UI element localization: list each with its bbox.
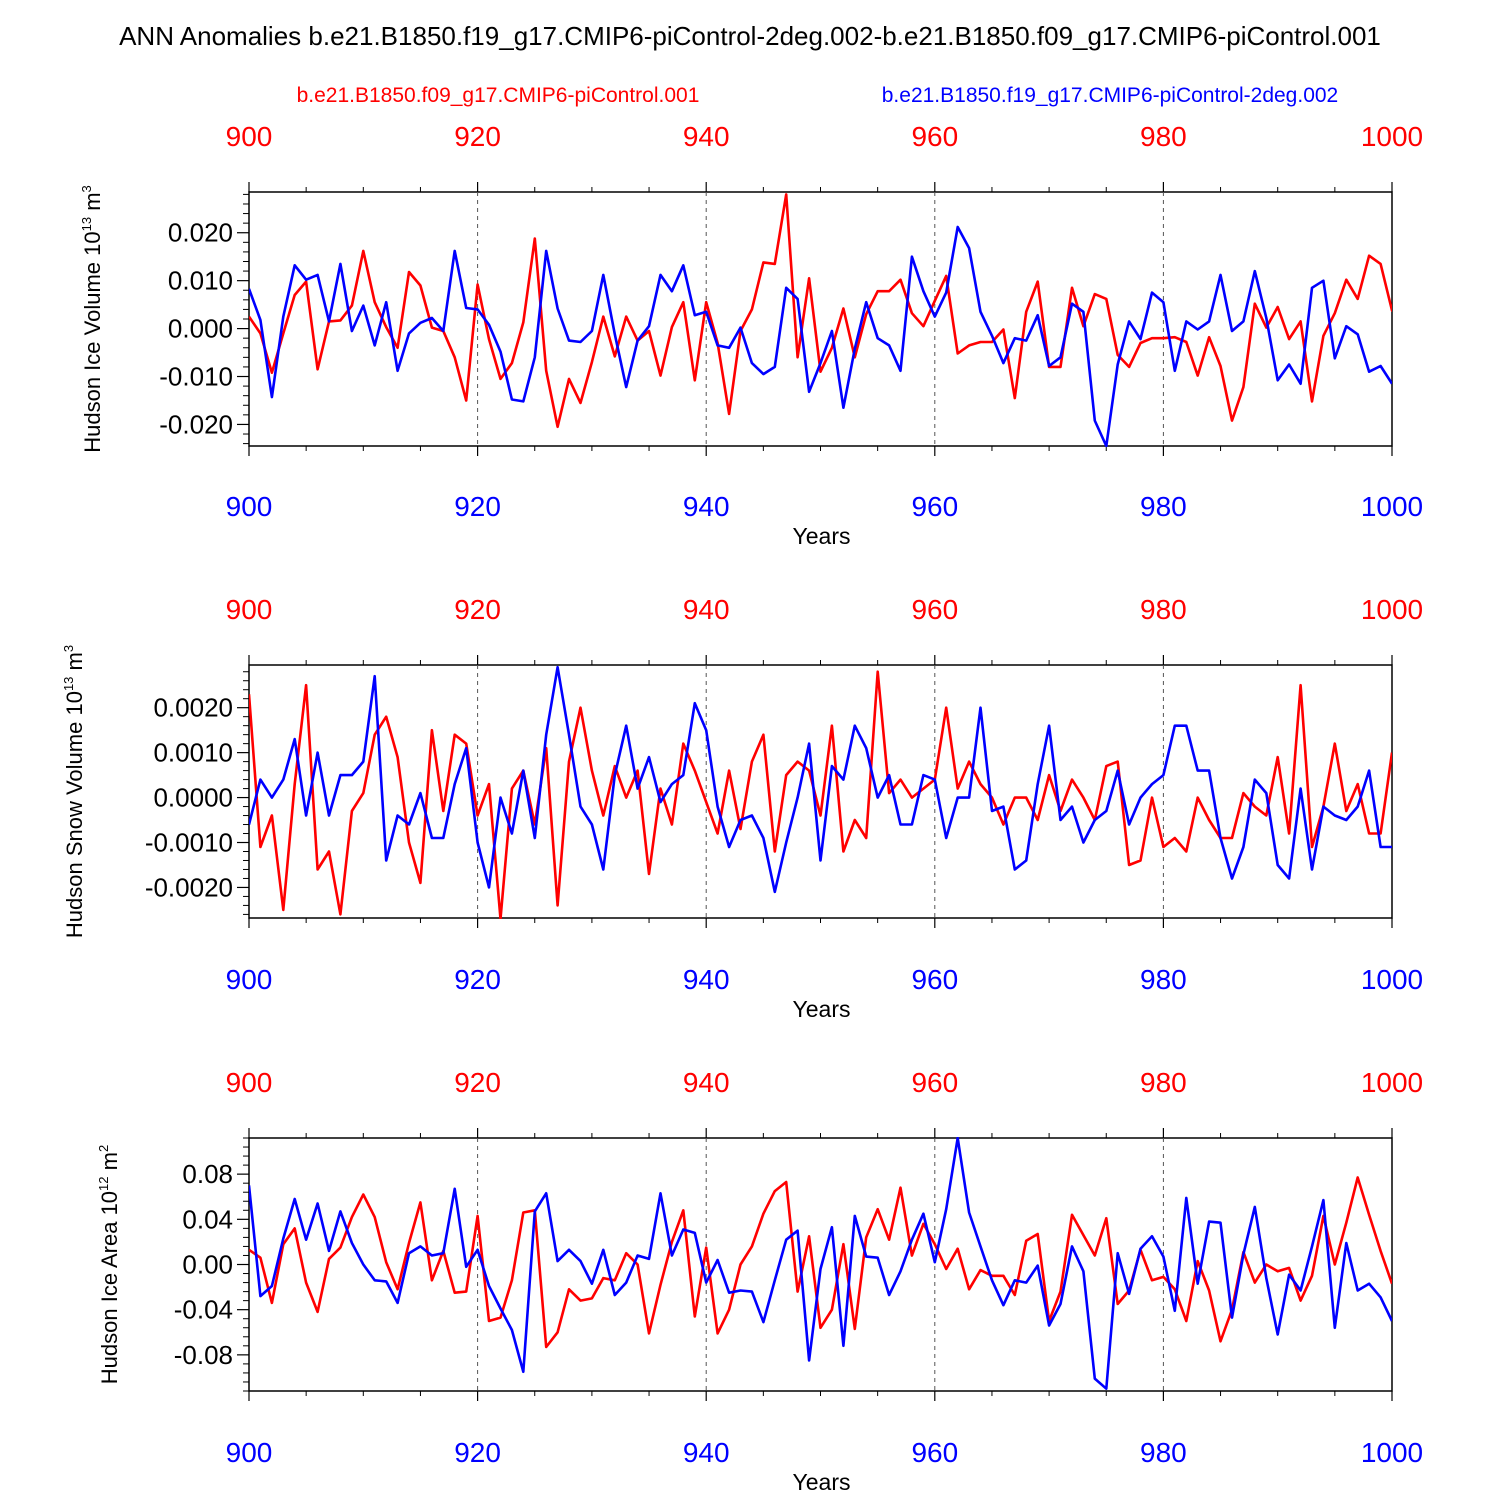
x-axis-label: Years bbox=[793, 1469, 851, 1495]
x-tick-label-bottom: 940 bbox=[683, 491, 730, 522]
y-axis-label-text: Hudson Snow Volume 10 bbox=[62, 691, 87, 938]
x-tick-label-top: 980 bbox=[1140, 594, 1187, 625]
x-tick-label-top: 1000 bbox=[1361, 1067, 1423, 1098]
x-tick-label-top: 920 bbox=[454, 594, 501, 625]
x-tick-label-top: 980 bbox=[1140, 1067, 1187, 1098]
y-axis-label-unit: m bbox=[80, 192, 105, 210]
panel-1: 900 900 920 920 940 940 960 960 980 980 1000 1000 0.… bbox=[79, 121, 1423, 549]
series-line-red bbox=[249, 193, 1392, 429]
y-tick-label: -0.08 bbox=[174, 1340, 233, 1370]
x-tick-label-bottom: 940 bbox=[683, 964, 730, 995]
x-tick-label-top: 900 bbox=[226, 594, 273, 625]
figure-title: ANN Anomalies b.e21.B1850.f19_g17.CMIP6-… bbox=[119, 21, 1381, 51]
y-tick-label: 0.020 bbox=[168, 218, 233, 248]
x-tick-label-bottom: 980 bbox=[1140, 1437, 1187, 1468]
legend-red-label: b.e21.B1850.f09_g17.CMIP6-piControl.001 bbox=[297, 84, 700, 107]
y-axis-label-text: Hudson Ice Volume 10 bbox=[80, 231, 105, 452]
y-axis-label-exponent: 12 bbox=[96, 1176, 111, 1190]
y-tick-label: 0.00 bbox=[182, 1250, 233, 1280]
y-axis-label-exponent: 13 bbox=[79, 217, 94, 231]
x-tick-label-bottom: 980 bbox=[1140, 964, 1187, 995]
x-axis-label: Years bbox=[793, 523, 851, 549]
x-tick-label-bottom: 1000 bbox=[1361, 964, 1423, 995]
y-tick-label: 0.08 bbox=[182, 1159, 233, 1189]
y-tick-label: 0.0020 bbox=[153, 693, 233, 723]
x-axis-label: Years bbox=[793, 996, 851, 1022]
y-axis-label: Hudson Ice Area 1012 m2 bbox=[96, 1145, 122, 1384]
x-tick-label-top: 920 bbox=[454, 121, 501, 152]
x-tick-label-bottom: 920 bbox=[454, 491, 501, 522]
x-tick-label-bottom: 980 bbox=[1140, 491, 1187, 522]
x-tick-label-top: 900 bbox=[226, 1067, 273, 1098]
x-tick-label-top: 960 bbox=[911, 594, 958, 625]
y-tick-label: -0.04 bbox=[174, 1295, 233, 1325]
x-tick-label-bottom: 1000 bbox=[1361, 491, 1423, 522]
panel-2: 900 900 920 920 940 940 960 960 980 980 1000 1000 0.… bbox=[61, 594, 1423, 1022]
x-tick-label-top: 900 bbox=[226, 121, 273, 152]
x-tick-label-top: 940 bbox=[683, 594, 730, 625]
y-axis-label-exponent: 13 bbox=[61, 677, 76, 691]
x-tick-label-top: 940 bbox=[683, 121, 730, 152]
y-axis-label: Hudson Snow Volume 1013 m3 bbox=[61, 645, 87, 938]
y-axis-label: Hudson Ice Volume 1013 m3 bbox=[79, 185, 105, 453]
series-line-blue bbox=[249, 1137, 1392, 1390]
x-tick-label-top: 1000 bbox=[1361, 121, 1423, 152]
series-line-blue bbox=[249, 225, 1392, 447]
y-tick-label: 0.04 bbox=[182, 1204, 233, 1234]
x-tick-label-bottom: 940 bbox=[683, 1437, 730, 1468]
x-tick-label-bottom: 960 bbox=[911, 964, 958, 995]
legend-blue-label: b.e21.B1850.f19_g17.CMIP6-piControl-2deg… bbox=[882, 84, 1338, 107]
y-tick-label: -0.020 bbox=[159, 409, 233, 439]
series-line-red bbox=[249, 1176, 1392, 1349]
y-axis-label-unit-exponent: 3 bbox=[61, 645, 76, 652]
x-tick-label-top: 940 bbox=[683, 1067, 730, 1098]
y-tick-label: -0.0010 bbox=[145, 828, 233, 858]
x-tick-label-bottom: 900 bbox=[226, 1437, 273, 1468]
x-tick-label-top: 1000 bbox=[1361, 594, 1423, 625]
y-tick-label: -0.0020 bbox=[145, 872, 233, 902]
x-tick-label-bottom: 960 bbox=[911, 1437, 958, 1468]
y-axis-label-text: Hudson Ice Area 10 bbox=[97, 1191, 122, 1384]
y-tick-label: -0.010 bbox=[159, 362, 233, 392]
y-axis-label-unit: m bbox=[97, 1152, 122, 1170]
panel-3: 900 900 920 920 940 940 960 960 980 980 1000 1000 0.… bbox=[96, 1067, 1423, 1495]
y-tick-label: 0.0010 bbox=[153, 738, 233, 768]
y-tick-label: 0.0000 bbox=[153, 783, 233, 813]
x-tick-label-bottom: 1000 bbox=[1361, 1437, 1423, 1468]
series-line-red bbox=[249, 670, 1392, 919]
x-tick-label-bottom: 920 bbox=[454, 964, 501, 995]
x-tick-label-bottom: 900 bbox=[226, 964, 273, 995]
y-axis-label-unit-exponent: 2 bbox=[96, 1145, 111, 1152]
series-line-blue bbox=[249, 665, 1392, 894]
x-tick-label-top: 920 bbox=[454, 1067, 501, 1098]
x-tick-label-bottom: 900 bbox=[226, 491, 273, 522]
x-tick-label-top: 960 bbox=[911, 1067, 958, 1098]
y-axis-label-unit-exponent: 3 bbox=[79, 185, 94, 192]
y-tick-label: 0.010 bbox=[168, 266, 233, 296]
x-tick-label-bottom: 960 bbox=[911, 491, 958, 522]
y-tick-label: 0.000 bbox=[168, 314, 233, 344]
x-tick-label-bottom: 920 bbox=[454, 1437, 501, 1468]
y-axis-label-unit: m bbox=[62, 652, 87, 670]
x-tick-label-top: 960 bbox=[911, 121, 958, 152]
plot-frame bbox=[248, 191, 1393, 447]
x-tick-label-top: 980 bbox=[1140, 121, 1187, 152]
